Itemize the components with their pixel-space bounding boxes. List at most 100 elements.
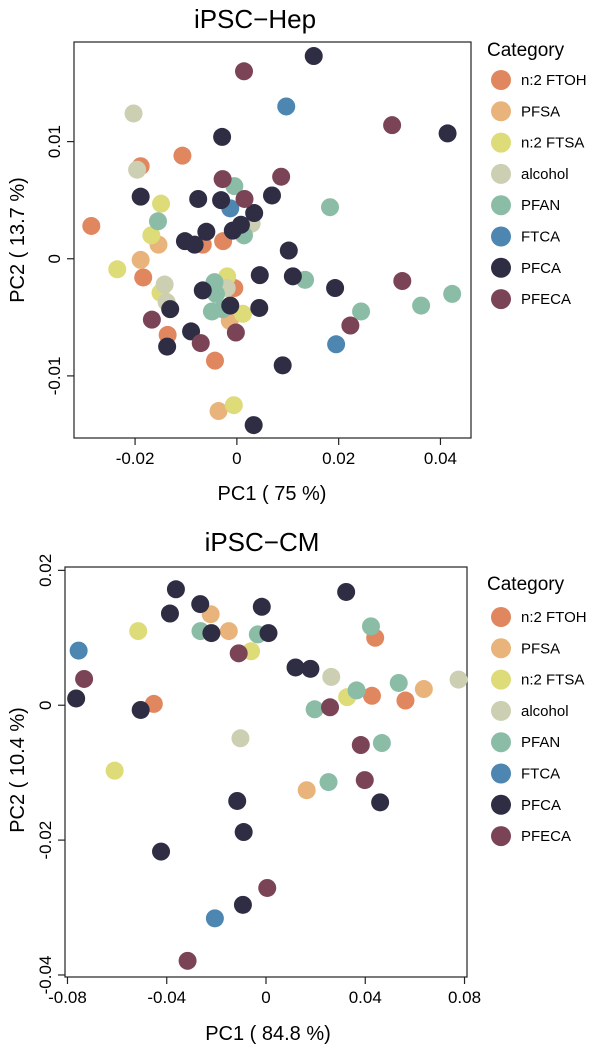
legend-label: PFAN	[521, 734, 560, 751]
point-pfca	[252, 597, 271, 616]
legend-label: PFECA	[521, 828, 571, 845]
legend-swatch	[491, 226, 511, 247]
legend-swatch	[491, 195, 511, 216]
point-pfca	[193, 281, 212, 300]
point-pfca	[259, 624, 278, 643]
points-layer	[82, 47, 462, 435]
x-axis-label: PC1 ( 84.8 %)	[205, 1023, 331, 1045]
legend-label: PFAN	[521, 197, 560, 214]
legend-label: PFCA	[521, 797, 561, 814]
point-ftca	[277, 97, 296, 116]
point-pfeca	[341, 316, 360, 335]
point-ftca	[205, 909, 224, 928]
legend-label: FTCA	[521, 766, 560, 783]
legend-swatch	[491, 732, 511, 753]
point-pfeca	[351, 736, 370, 755]
point-pfca	[234, 823, 253, 842]
point-pfca	[191, 595, 210, 614]
legend-label: n:2 FTSA	[521, 135, 584, 152]
x-tick-label: 0.04	[349, 988, 382, 1007]
legend-title: Category	[487, 574, 565, 595]
point-pfeca	[355, 771, 374, 790]
point-pfca	[244, 416, 263, 435]
legend-label: n:2 FTOH	[521, 72, 587, 89]
point-pfeca	[229, 644, 248, 663]
point-pfca	[161, 300, 180, 319]
point-ftca	[69, 641, 88, 660]
point-pfca	[202, 624, 221, 643]
legend-label: n:2 FTSA	[521, 672, 584, 689]
point-n-2-ftoh	[134, 268, 153, 287]
point-pfca	[337, 582, 356, 601]
point-pfan	[321, 198, 340, 217]
legend-swatch	[491, 794, 511, 815]
point-pfan	[148, 212, 167, 231]
point-pfan	[352, 302, 371, 321]
point-alcohol	[128, 160, 147, 179]
point-pfsa	[209, 402, 228, 421]
y-axis: -0.04 -0.02 0 0.02	[36, 554, 65, 995]
legend-label: PFSA	[521, 640, 560, 657]
legend-swatch	[491, 826, 511, 847]
point-alcohol	[124, 104, 143, 123]
point-pfca	[158, 337, 177, 356]
legend-swatch	[491, 70, 511, 90]
legend-swatch	[491, 638, 511, 659]
legend-label: PFSA	[521, 103, 560, 120]
point-alcohol	[449, 670, 468, 689]
point-pfca	[279, 241, 298, 260]
point-pfca	[262, 186, 281, 205]
point-alcohol	[155, 275, 174, 294]
legend-swatch	[491, 700, 511, 721]
point-pfca	[326, 279, 345, 298]
point-n-2-ftsa	[108, 260, 127, 279]
legend-swatch	[491, 763, 511, 784]
point-pfca	[131, 700, 150, 719]
chart-title: iPSC−CM	[205, 527, 320, 557]
y-tick-label: 0.01	[45, 125, 64, 158]
legend-label: alcohol	[521, 703, 569, 720]
point-pfca	[283, 267, 302, 286]
point-pfsa	[297, 781, 316, 800]
legend-label: FTCA	[521, 229, 560, 246]
point-n-2-ftoh	[82, 216, 101, 235]
point-pfca	[166, 580, 185, 599]
y-tick-label: 0	[45, 254, 64, 263]
y-tick-label: -0.01	[45, 357, 64, 396]
point-pfca	[160, 604, 179, 623]
point-pfeca	[226, 323, 245, 342]
x-axis: -0.02 0 0.02 0.04	[116, 438, 457, 468]
legend-title: Category	[487, 40, 565, 61]
point-n-2-ftsa	[224, 396, 243, 415]
point-pfca	[185, 235, 204, 254]
point-pfca	[250, 298, 269, 317]
point-pfca	[189, 189, 208, 208]
point-pfeca	[235, 189, 254, 208]
point-pfeca	[321, 698, 340, 717]
point-pfeca	[191, 334, 210, 353]
point-pfeca	[258, 878, 277, 897]
legend-swatch	[491, 163, 511, 184]
point-pfeca	[393, 272, 412, 291]
point-n-2-ftsa	[129, 622, 148, 641]
point-pfan	[305, 700, 324, 719]
y-tick-label: 0	[36, 701, 55, 710]
point-pfca	[438, 124, 457, 143]
legend-swatch	[491, 132, 511, 153]
point-pfan	[361, 617, 380, 636]
x-axis-label: PC1 ( 75 %)	[218, 483, 327, 505]
y-tick-label: -0.04	[36, 956, 55, 995]
point-pfan	[412, 296, 431, 315]
point-pfca	[301, 659, 320, 678]
y-tick-label: 0.02	[36, 554, 55, 587]
point-pfca	[245, 204, 264, 223]
x-tick-label: -0.02	[116, 449, 155, 468]
point-pfca	[233, 895, 252, 914]
x-tick-label: -0.08	[48, 988, 87, 1007]
point-alcohol	[231, 729, 250, 748]
point-n-2-ftsa	[105, 761, 124, 780]
point-pfsa	[414, 680, 433, 699]
point-n-2-ftoh	[173, 146, 192, 165]
legend-swatch	[491, 607, 511, 627]
